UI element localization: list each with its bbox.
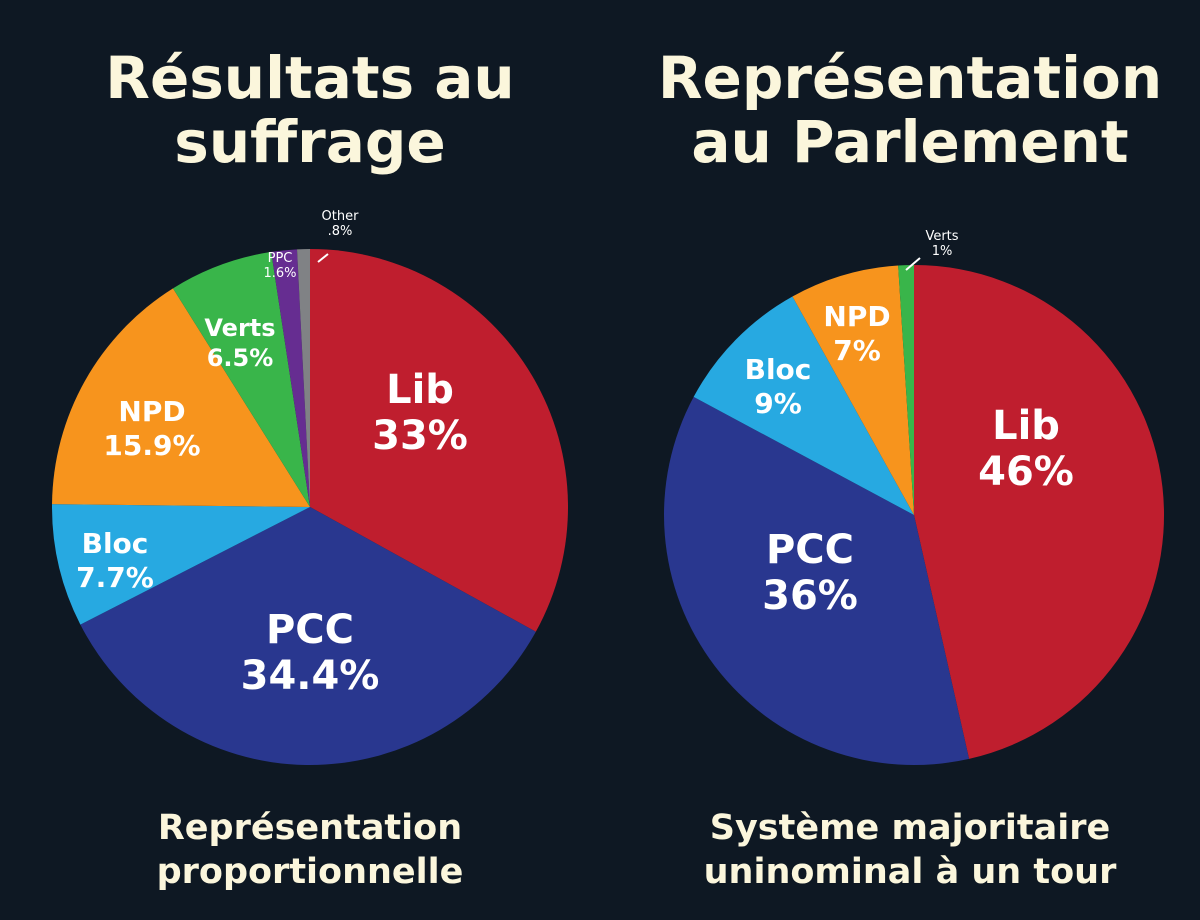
pie-right-label-name-pcc: PCC <box>766 527 854 573</box>
pie-right-label-value-verts: 1% <box>932 244 953 259</box>
pie-right-label-value-bloc: 9% <box>754 387 802 420</box>
pie-right-slice-verts <box>898 265 914 515</box>
pie-left-slice-ppc <box>271 249 310 507</box>
pie-right-label-value-npd: 7% <box>833 334 881 367</box>
pie-right-label-value-pcc: 36% <box>762 573 858 619</box>
chart-title-left: Résultats au suffrage <box>20 46 600 174</box>
chart-subtitle-left-line-1: Représentation <box>157 808 463 848</box>
chart-title-left-line-2: suffrage <box>174 108 446 176</box>
pie-left-label-value-lib: 33% <box>372 413 468 459</box>
pie-left-leader-other <box>317 253 329 263</box>
pie-right-slice-pcc <box>664 396 970 766</box>
pie-left-label-value-npd: 15.9% <box>103 429 200 462</box>
pie-right-label-value-lib: 46% <box>978 449 1074 495</box>
pie-right-label-name-lib: Lib <box>992 403 1060 449</box>
chart-subtitle-left-line-2: proportionnelle <box>156 852 464 892</box>
pie-right-label-name-bloc: Bloc <box>745 353 812 386</box>
chart-subtitle-left: Représentation proportionnelle <box>20 806 600 894</box>
pie-left-slice-bloc <box>52 504 310 625</box>
chart-subtitle-right-line-1: Système majoritaire <box>709 808 1111 848</box>
pie-left-slice-verts <box>173 251 310 507</box>
pie-left-label-value-bloc: 7.7% <box>76 561 154 594</box>
pie-left-label-name-pcc: PCC <box>266 607 354 653</box>
chart-title-right-line-2: au Parlement <box>691 108 1129 176</box>
pie-left-slice-other <box>297 249 310 507</box>
pie-left-label-name-other: Other <box>322 209 360 224</box>
pie-left-slice-pcc <box>80 507 536 766</box>
pie-left-label-name-verts: Verts <box>204 314 275 342</box>
chart-title-right: Représentation au Parlement <box>620 46 1200 174</box>
pie-right-slice-npd <box>792 265 914 515</box>
pie-left-slice-lib <box>310 249 569 632</box>
pie-left-label-name-ppc: PPC <box>268 251 293 266</box>
pie-left-label-value-verts: 6.5% <box>207 344 274 372</box>
pie-right-label-name-verts: Verts <box>925 229 958 244</box>
pie-left-label-value-ppc: 1.6% <box>263 266 296 281</box>
chart-title-left-line-1: Résultats au <box>105 44 515 112</box>
pie-left-label-value-other: .8% <box>328 224 353 239</box>
chart-title-right-line-1: Représentation <box>657 44 1163 112</box>
pie-right-slice-lib <box>914 265 1165 759</box>
pie-right-label-name-npd: NPD <box>823 300 890 333</box>
pie-left-label-name-npd: NPD <box>118 395 185 428</box>
pie-left-label-name-lib: Lib <box>386 367 454 413</box>
chart-subtitle-right: Système majoritaire uninominal à un tour <box>620 806 1200 894</box>
pie-right-leader-verts <box>905 257 921 271</box>
pie-right-slice-bloc <box>693 296 914 515</box>
chart-subtitle-right-line-2: uninominal à un tour <box>703 852 1117 892</box>
pie-left-label-value-pcc: 34.4% <box>241 653 380 699</box>
pie-left-slice-npd <box>52 288 311 507</box>
pie-left-label-name-bloc: Bloc <box>82 527 149 560</box>
